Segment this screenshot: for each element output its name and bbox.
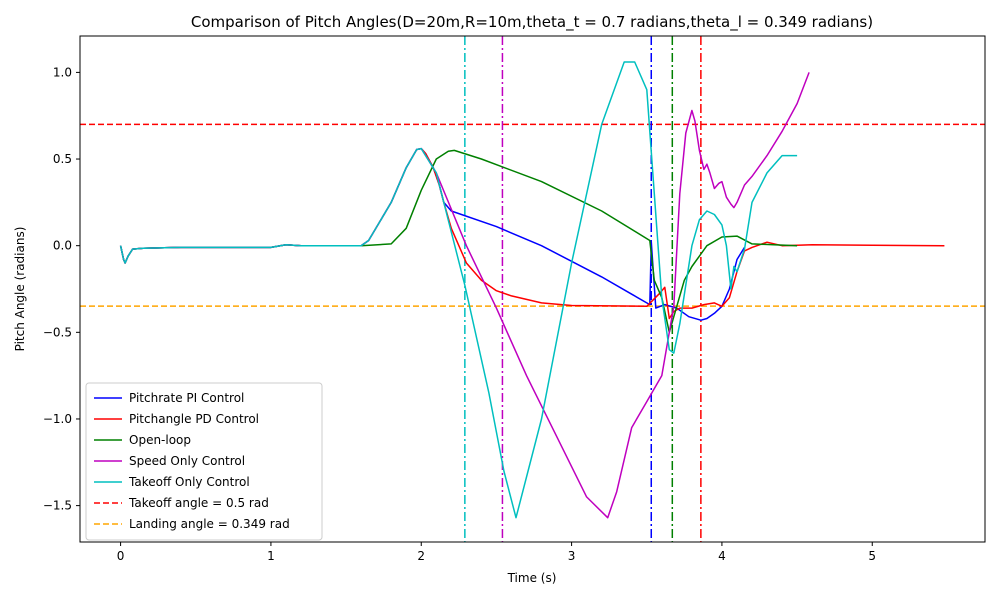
series-open-loop — [119, 149, 798, 334]
x-tick-label: 2 — [417, 549, 425, 563]
x-tick-label: 1 — [267, 549, 275, 563]
legend-label: Speed Only Control — [129, 454, 245, 468]
legend-label: Open-loop — [129, 433, 191, 447]
legend-box — [85, 382, 323, 541]
chart-title: Comparison of Pitch Angles(D=20m,R=10m,t… — [191, 13, 873, 32]
y-tick-label: 0.0 — [53, 239, 72, 253]
x-tick-label: 0 — [117, 549, 125, 563]
x-axis: 0 1 2 3 4 5 — [117, 542, 876, 563]
y-axis: −1.5 −1.0 −0.5 0.0 0.5 1.0 — [43, 65, 80, 513]
y-tick-label: −1.0 — [43, 412, 72, 426]
legend-label: Takeoff Only Control — [128, 475, 250, 489]
x-tick-label: 5 — [868, 549, 876, 563]
series-pitchangle-pd-control — [119, 147, 945, 320]
y-tick-label: 0.5 — [53, 152, 72, 166]
y-tick-label: −0.5 — [43, 325, 72, 339]
y-tick-label: 1.0 — [53, 65, 72, 79]
x-axis-label: Time (s) — [507, 571, 557, 585]
y-axis-label: Pitch Angle (radians) — [13, 227, 27, 352]
legend-label: Pitchrate PI Control — [129, 391, 244, 405]
legend-label: Pitchangle PD Control — [129, 412, 259, 426]
x-tick-label: 4 — [718, 549, 726, 563]
legend-label: Takeoff angle = 0.5 rad — [128, 496, 269, 510]
legend: Pitchrate PI Control Pitchangle PD Contro… — [85, 382, 323, 541]
legend-label: Landing angle = 0.349 rad — [129, 517, 290, 531]
series-takeoff-only-control — [119, 61, 798, 519]
y-tick-label: −1.5 — [43, 499, 72, 513]
x-tick-label: 3 — [568, 549, 576, 563]
plot-frame — [79, 35, 986, 543]
